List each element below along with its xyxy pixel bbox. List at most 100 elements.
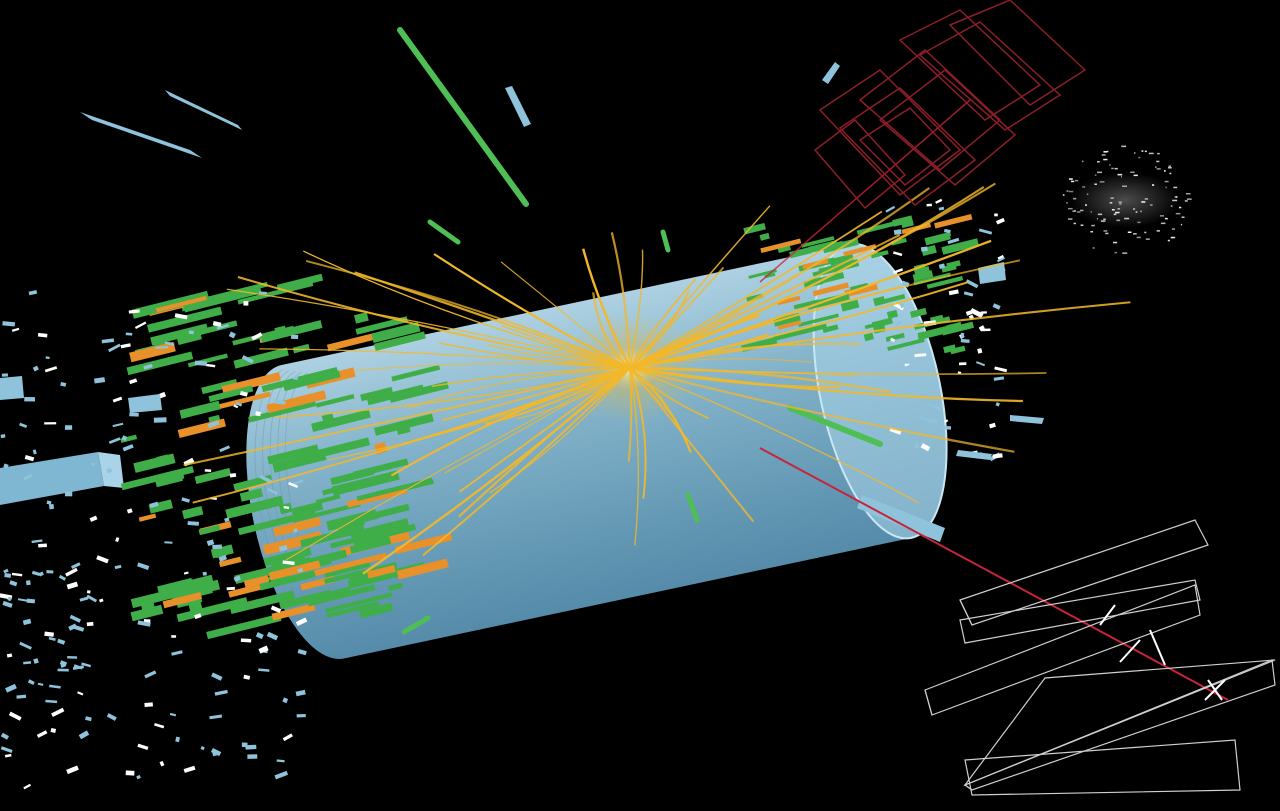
detector-hit bbox=[992, 303, 1001, 310]
muon-hit-markers bbox=[1099, 604, 1226, 701]
detector-hit bbox=[258, 668, 270, 672]
detector-hit bbox=[137, 743, 149, 751]
detector-hit bbox=[8, 711, 22, 721]
detector-hit bbox=[89, 515, 98, 522]
detector-hit bbox=[94, 377, 106, 384]
detector-hit bbox=[293, 528, 298, 533]
detector-hit bbox=[137, 620, 151, 627]
detector-hit bbox=[66, 581, 79, 590]
haze-speck bbox=[1138, 156, 1141, 159]
haze-speck bbox=[1134, 152, 1136, 154]
detector-hit bbox=[943, 228, 951, 234]
detector-hit bbox=[78, 730, 90, 740]
detector-hit bbox=[994, 366, 1008, 373]
detector-hit bbox=[112, 396, 123, 403]
calorimeter-cell bbox=[324, 570, 361, 585]
particle-track bbox=[500, 261, 631, 369]
calorimeter-cell bbox=[311, 552, 388, 577]
haze-speck bbox=[1110, 197, 1114, 199]
calorimeter-cell bbox=[950, 345, 966, 355]
detector-hit bbox=[122, 444, 134, 452]
haze-speck bbox=[1117, 173, 1123, 176]
detector-hit bbox=[129, 378, 138, 385]
detector-hit bbox=[258, 645, 269, 654]
detector-hit bbox=[270, 605, 282, 613]
detector-hit bbox=[91, 462, 96, 466]
detector-hit bbox=[938, 263, 946, 269]
particle-track bbox=[516, 367, 631, 420]
calorimeter-cell bbox=[228, 582, 265, 598]
detector-hit bbox=[235, 402, 243, 407]
calorimeter-cell bbox=[931, 232, 952, 241]
detector-hit bbox=[23, 783, 32, 790]
detector-hit bbox=[282, 733, 293, 742]
muon-track bbox=[759, 99, 1229, 701]
particle-track bbox=[629, 367, 692, 453]
calorimeter-cell bbox=[362, 503, 410, 522]
calorimeter-cell bbox=[177, 418, 226, 438]
haze-speck bbox=[1144, 150, 1147, 153]
calorimeter-cell bbox=[324, 562, 371, 578]
haze-speck bbox=[1066, 190, 1069, 192]
haze-speck bbox=[1170, 236, 1176, 239]
detector-hit bbox=[59, 660, 68, 667]
particle-track bbox=[488, 344, 631, 369]
calorimeter-cell bbox=[349, 470, 375, 481]
particle-track bbox=[629, 366, 1015, 453]
detector-hit bbox=[274, 770, 289, 780]
calorimeter-cell bbox=[276, 273, 324, 292]
detector-hit bbox=[65, 425, 73, 430]
haze-speck bbox=[1122, 252, 1128, 254]
particle-track bbox=[582, 248, 632, 369]
haze-speck bbox=[1141, 201, 1146, 203]
haze-speck bbox=[1144, 231, 1147, 234]
particle-track bbox=[629, 278, 697, 369]
calorimeter-cell bbox=[148, 499, 173, 514]
detector-hit bbox=[291, 334, 299, 339]
detector-hit bbox=[115, 537, 120, 543]
detector-hit bbox=[219, 445, 231, 453]
haze-speck bbox=[1072, 210, 1076, 212]
calorimeter-cell bbox=[283, 370, 341, 391]
detector-hit bbox=[245, 744, 257, 750]
calorimeter-cell bbox=[218, 556, 242, 568]
detector-hit bbox=[963, 291, 974, 297]
detector-hit bbox=[136, 774, 141, 780]
detector-hit bbox=[5, 683, 17, 693]
calorimeter-cell bbox=[913, 266, 931, 277]
detector-hit bbox=[251, 332, 263, 341]
calorimeter-cell bbox=[233, 347, 289, 369]
haze-speck bbox=[1133, 174, 1138, 177]
detector-hit bbox=[175, 736, 181, 743]
detector-hit bbox=[181, 497, 190, 503]
detector-hit bbox=[228, 331, 236, 339]
haze-speck bbox=[1082, 186, 1086, 188]
calorimeter-cell bbox=[941, 321, 975, 336]
detector-hit bbox=[48, 636, 56, 641]
detector-hit bbox=[4, 753, 12, 758]
detector-hit bbox=[126, 508, 133, 514]
calorimeter-cell bbox=[208, 385, 254, 403]
detector-hit bbox=[171, 635, 177, 638]
detector-hit bbox=[46, 500, 52, 505]
detector-hit bbox=[194, 360, 207, 366]
detector-hit bbox=[938, 206, 945, 211]
detector-hit bbox=[68, 623, 78, 631]
calorimeter-cell bbox=[198, 524, 221, 536]
detector-hit bbox=[19, 641, 32, 650]
detector-hit bbox=[69, 614, 82, 623]
calorimeter-cell bbox=[183, 285, 262, 313]
calorimeter-cell bbox=[261, 369, 332, 393]
calorimeter-cell bbox=[194, 468, 232, 484]
calorimeter-cell bbox=[943, 344, 957, 354]
calorimeter-cell bbox=[322, 473, 394, 496]
haze-speck bbox=[1066, 202, 1068, 204]
detector-hit bbox=[183, 571, 189, 575]
detector-hit bbox=[205, 363, 216, 368]
detector-hit bbox=[31, 570, 41, 577]
detector-hit bbox=[3, 463, 9, 469]
detector-hit bbox=[164, 541, 173, 544]
haze-speck bbox=[1100, 220, 1106, 222]
haze-speck bbox=[1133, 208, 1136, 210]
haze-speck bbox=[1135, 211, 1138, 213]
